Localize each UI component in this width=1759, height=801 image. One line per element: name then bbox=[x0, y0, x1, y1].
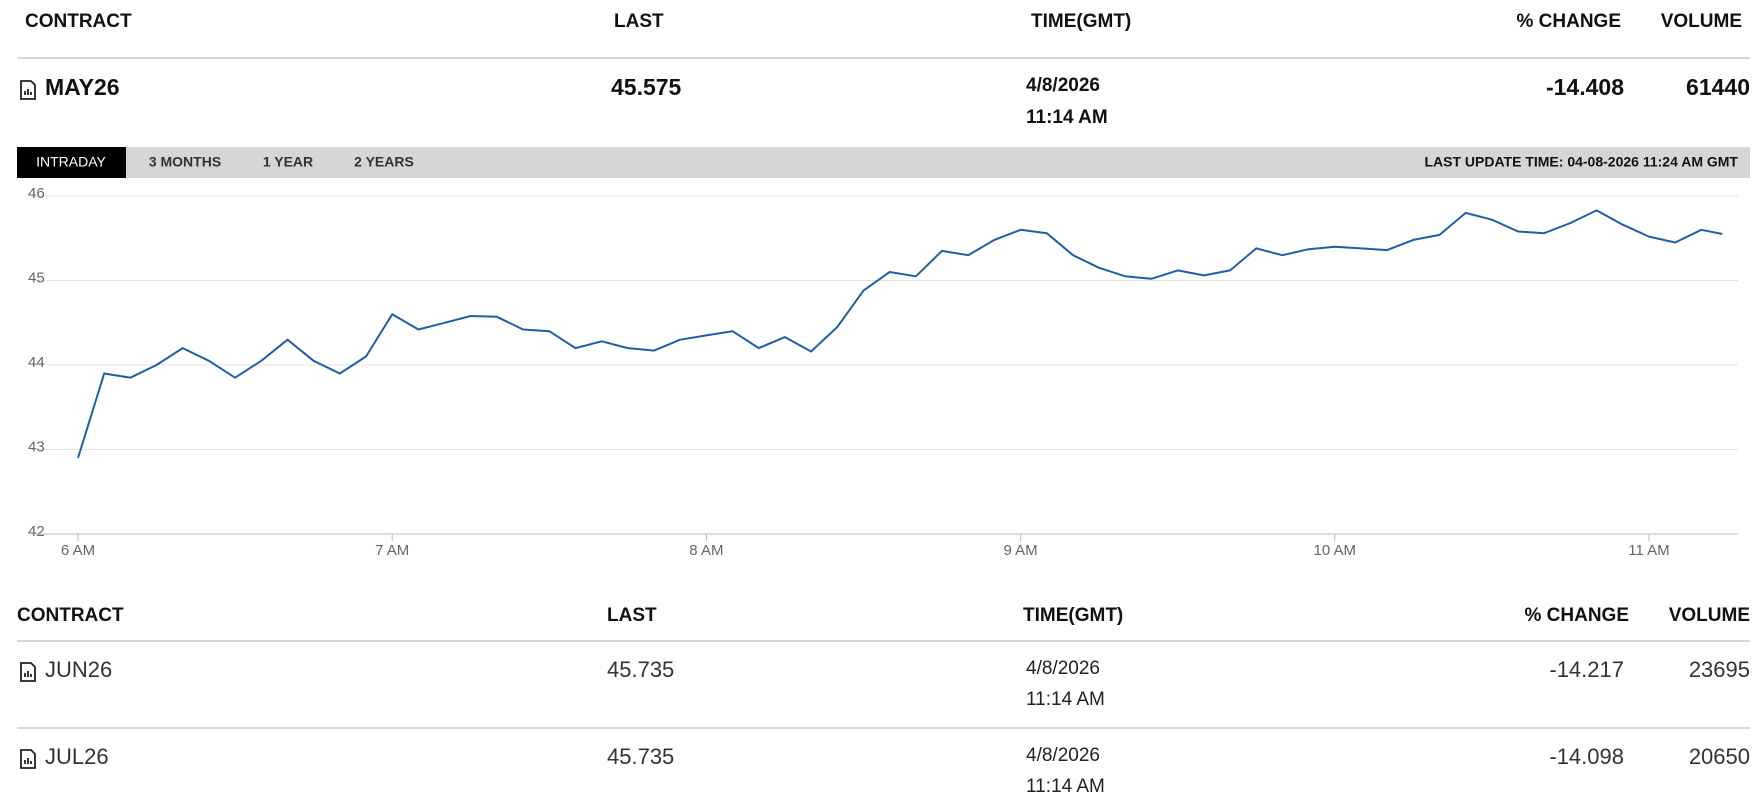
x-tick-label: 11 AM bbox=[1628, 542, 1669, 559]
y-tick-label: 44 bbox=[28, 354, 45, 371]
date: 4/8/2026 bbox=[1026, 658, 1100, 679]
column-header: TIME(GMT) bbox=[1023, 605, 1123, 626]
column-header: % CHANGE bbox=[1524, 605, 1629, 626]
y-tick-label: 45 bbox=[28, 269, 45, 286]
tab[interactable]: INTRADAY bbox=[36, 154, 106, 170]
percent-change: -14.098 bbox=[1549, 744, 1624, 769]
tab[interactable]: 2 YEARS bbox=[354, 154, 414, 170]
x-tick-label: 7 AM bbox=[375, 542, 409, 559]
last-update: LAST UPDATE TIME: 04-08-2026 11:24 AM GM… bbox=[1424, 154, 1738, 170]
tab-bar bbox=[17, 147, 1750, 178]
volume: 23695 bbox=[1689, 657, 1750, 682]
contract-icon[interactable] bbox=[20, 662, 36, 682]
time: 11:14 AM bbox=[1026, 107, 1108, 128]
date: 4/8/2026 bbox=[1026, 745, 1100, 766]
column-header: CONTRACT bbox=[17, 605, 124, 626]
last-price: 45.735 bbox=[607, 657, 674, 682]
table-body: JUN26 45.735 4/8/2026 11:14 AM -14.217 23695 J… bbox=[17, 640, 1750, 797]
volume: 61440 bbox=[1686, 74, 1750, 100]
tab[interactable]: 3 MONTHS bbox=[149, 154, 221, 170]
y-tick-label: 42 bbox=[28, 523, 45, 540]
y-tick-label: 46 bbox=[28, 185, 45, 202]
column-header: LAST bbox=[614, 11, 664, 32]
last-price: 45.575 bbox=[611, 74, 682, 100]
time: 11:14 AM bbox=[1026, 776, 1105, 797]
x-tick-label: 6 AM bbox=[61, 542, 95, 559]
tab-active[interactable] bbox=[17, 147, 126, 178]
time: 11:14 AM bbox=[1026, 689, 1105, 710]
x-tick-label: 8 AM bbox=[689, 542, 723, 559]
contract-name[interactable]: MAY26 bbox=[45, 74, 120, 100]
contract-icon[interactable] bbox=[20, 80, 36, 100]
volume: 20650 bbox=[1689, 744, 1750, 769]
tab[interactable]: 1 YEAR bbox=[263, 154, 313, 170]
contract-name[interactable]: JUL26 bbox=[45, 744, 109, 769]
column-header: LAST bbox=[607, 605, 657, 626]
percent-change: -14.217 bbox=[1549, 657, 1624, 682]
y-tick-label: 43 bbox=[28, 438, 45, 455]
column-header: VOLUME bbox=[1669, 605, 1750, 626]
last-price: 45.735 bbox=[607, 744, 674, 769]
contract-icon[interactable] bbox=[20, 749, 36, 769]
contract-name[interactable]: JUN26 bbox=[45, 657, 112, 682]
percent-change: -14.408 bbox=[1546, 74, 1624, 100]
column-header: VOLUME bbox=[1661, 11, 1742, 32]
x-tick-label: 9 AM bbox=[1003, 542, 1037, 559]
x-tick-label: 10 AM bbox=[1314, 542, 1357, 559]
chart: 42 43 44 45 46 6 AM 7 AM 8 AM 9 AM 10 AM 11 AM bbox=[28, 185, 1738, 559]
price-line bbox=[77, 209, 1723, 459]
column-header: TIME(GMT) bbox=[1031, 11, 1131, 32]
column-header: % CHANGE bbox=[1516, 11, 1621, 32]
date: 4/8/2026 bbox=[1026, 75, 1100, 96]
column-header: CONTRACT bbox=[25, 11, 132, 32]
